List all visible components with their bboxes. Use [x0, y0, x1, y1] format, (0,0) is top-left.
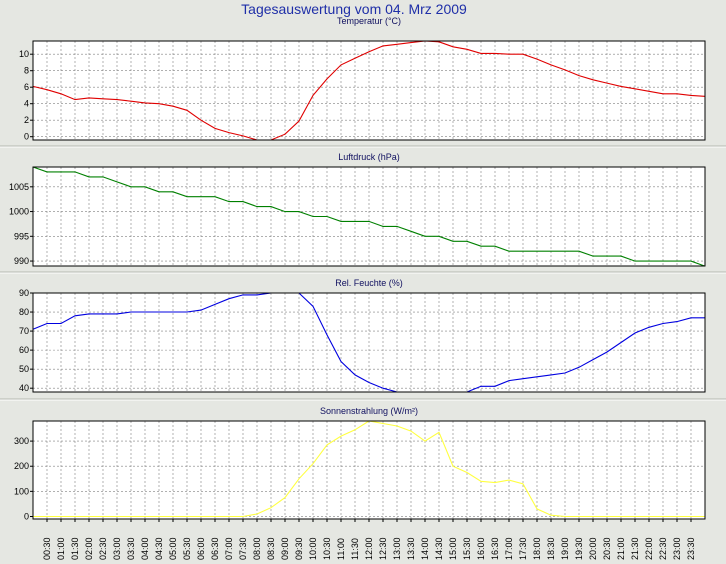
chart-title-sonnenstrahlung: Sonnenstrahlung (W/m²) — [320, 406, 418, 416]
y-tick-label: 10 — [19, 49, 29, 59]
chart-title-temperatur: Temperatur (°C) — [337, 16, 401, 26]
series-line-feuchte — [32, 292, 705, 393]
y-tick-label: 40 — [19, 383, 29, 393]
x-tick-label: 17:00 — [504, 537, 514, 560]
x-tick-label: 15:30 — [462, 537, 472, 560]
chart-sonnenstrahlung: Sonnenstrahlung (W/m²) 0 100 200 300 — [14, 406, 706, 521]
series-line-temperatur — [32, 40, 705, 141]
y-tick-label: 80 — [19, 307, 29, 317]
chart-title-luftdruck: Luftdruck (hPa) — [338, 152, 400, 162]
chart-luftdruck: Luftdruck (hPa) 990 995 1000 1005 — [9, 152, 706, 267]
x-tick-label: 16:30 — [490, 537, 500, 560]
plot-frame-feuchte — [32, 292, 706, 393]
x-tick-label: 13:30 — [406, 537, 416, 560]
y-tick-label: 300 — [14, 436, 29, 446]
x-tick-label: 01:30 — [70, 537, 80, 560]
x-tick-label: 15:00 — [448, 537, 458, 560]
x-tick-label: 07:30 — [238, 537, 248, 560]
x-tick-label: 12:00 — [364, 537, 374, 560]
x-axis-time-labels: 00:30 01:00 01:30 02:00 02:30 03:00 03:30 04:00… — [42, 519, 696, 560]
plot-frame-luftdruck — [32, 166, 706, 267]
x-tick-label: 03:30 — [126, 537, 136, 560]
x-tick-label: 20:30 — [602, 537, 612, 560]
x-tick-label: 06:30 — [210, 537, 220, 560]
x-tick-label: 14:00 — [420, 537, 430, 560]
x-tick-label: 08:00 — [252, 537, 262, 560]
x-tick-label: 03:00 — [112, 537, 122, 560]
chart-feuchte: Rel. Feuchte (%) 40 50 60 70 80 90 — [19, 278, 706, 393]
plot-frame-temperatur — [32, 40, 706, 141]
x-tick-label: 04:00 — [140, 537, 150, 560]
x-tick-label: 05:30 — [182, 537, 192, 560]
y-tick-label: 995 — [14, 231, 29, 241]
x-tick-label: 10:00 — [308, 537, 318, 560]
y-tick-label: 70 — [19, 326, 29, 336]
y-tick-label: 6 — [24, 82, 29, 92]
x-tick-label: 16:00 — [476, 537, 486, 560]
x-tick-label: 09:30 — [294, 537, 304, 560]
y-tick-label: 4 — [24, 99, 29, 109]
chart-title-feuchte: Rel. Feuchte (%) — [335, 278, 403, 288]
y-tick-label: 2 — [24, 115, 29, 125]
series-line-luftdruck — [32, 166, 705, 267]
y-tick-label: 100 — [14, 486, 29, 496]
y-tick-label: 200 — [14, 461, 29, 471]
y-tick-label: 0 — [24, 132, 29, 142]
x-tick-label: 07:00 — [224, 537, 234, 560]
x-tick-label: 22:30 — [658, 537, 668, 560]
y-tick-label: 0 — [24, 511, 29, 521]
x-tick-label: 04:30 — [154, 537, 164, 560]
x-tick-label: 02:00 — [84, 537, 94, 560]
x-tick-label: 18:00 — [532, 537, 542, 560]
x-tick-label: 02:30 — [98, 537, 108, 560]
x-tick-label: 09:00 — [280, 537, 290, 560]
x-tick-label: 17:30 — [518, 537, 528, 560]
y-tick-label: 60 — [19, 345, 29, 355]
x-tick-label: 19:00 — [560, 537, 570, 560]
x-tick-label: 11:30 — [350, 538, 360, 560]
x-tick-label: 20:00 — [588, 537, 598, 560]
x-tick-label: 10:30 — [322, 537, 332, 560]
x-tick-label: 00:30 — [42, 537, 52, 560]
x-tick-label: 11:00 — [336, 538, 346, 560]
y-tick-label: 90 — [19, 288, 29, 298]
x-tick-label: 19:30 — [574, 537, 584, 560]
x-tick-label: 01:00 — [56, 537, 66, 560]
x-tick-label: 06:00 — [196, 537, 206, 560]
y-tick-label: 1005 — [9, 182, 29, 192]
x-tick-label: 13:00 — [392, 537, 402, 560]
x-tick-label: 22:00 — [644, 537, 654, 560]
chart-panels: Temperatur (°C) 0 2 4 6 8 10 Luftdruck (hPa) 990… — [0, 16, 726, 521]
y-tick-label: 50 — [19, 364, 29, 374]
page-title: Tagesauswertung vom 04. Mrz 2009 — [241, 1, 467, 17]
x-tick-label: 21:30 — [630, 537, 640, 560]
y-tick-label: 990 — [14, 256, 29, 266]
x-tick-label: 05:00 — [168, 537, 178, 560]
x-tick-label: 14:30 — [434, 537, 444, 560]
chart-temperatur: Temperatur (°C) 0 2 4 6 8 10 — [19, 16, 706, 142]
x-tick-label: 08:30 — [266, 537, 276, 560]
x-tick-label: 12:30 — [378, 537, 388, 560]
x-tick-label: 23:00 — [672, 537, 682, 560]
x-tick-label: 21:00 — [616, 537, 626, 560]
x-tick-label: 18:30 — [546, 537, 556, 560]
x-tick-label: 23:30 — [686, 537, 696, 560]
y-tick-label: 1000 — [9, 207, 29, 217]
y-tick-label: 8 — [24, 66, 29, 76]
